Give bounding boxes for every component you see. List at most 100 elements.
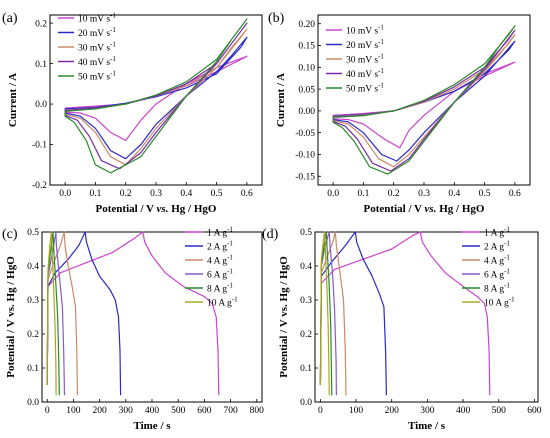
y-tick-label: 0.10 [298, 64, 315, 74]
y-tick-label: 0.0 [27, 398, 39, 408]
y-tick-label: -0.05 [295, 129, 315, 139]
y-tick-label: 0.1 [27, 364, 39, 374]
x-tick-label: 300 [420, 406, 435, 416]
x-tick-label: 200 [92, 406, 107, 416]
series-line [332, 34, 516, 168]
y-axis-label: Potential / V vs. Hg / HgO [278, 256, 290, 378]
panel-label: (a) [2, 11, 18, 26]
y-tick-label: 0.20 [298, 20, 315, 30]
x-tick-label: 0.2 [388, 189, 400, 199]
x-axis-label: Potential / V vs. Hg / HgO [364, 203, 485, 215]
legend-entry: 10 mV s-1 [346, 23, 384, 36]
y-tick-label: 0.2 [300, 330, 312, 340]
series-line [46, 231, 66, 396]
legend-entry: 2 A g-1 [207, 239, 233, 252]
y-tick-label: 0.0 [300, 398, 312, 408]
y-axis-label: Current / A [7, 73, 19, 127]
x-tick-label: 0.4 [180, 189, 192, 199]
legend-entry: 8 A g-1 [207, 281, 233, 294]
series-line [46, 231, 57, 396]
y-tick-label: 0.2 [35, 19, 47, 29]
y-tick-label: 0.4 [27, 262, 39, 272]
x-tick-label: 0.5 [479, 189, 491, 199]
x-tick-label: 100 [66, 406, 81, 416]
x-tick-label: 0 [318, 406, 323, 416]
legend-entry: 30 mV s-1 [78, 40, 116, 53]
x-tick-label: 0.0 [59, 189, 71, 199]
series-line [319, 231, 347, 396]
x-tick-label: 0.5 [211, 189, 223, 199]
y-tick-label: -0.2 [32, 181, 47, 191]
x-tick-label: 700 [223, 406, 238, 416]
panel-a: 0.0 0.1 0.2 0.3 0.4 0.5 0.6 -0.2 -0.1 0.0 0.1 0.2 10… [2, 11, 263, 215]
x-tick-label: 0.0 [327, 189, 339, 199]
x-tick-label: 400 [456, 406, 471, 416]
panel-d: 0 100 200 300 400 500 600 0.0 0.1 0.2 0.3 0.4 0.5 1 A… [262, 225, 542, 432]
y-tick-label: 0.4 [300, 262, 312, 272]
panel-label: (d) [262, 227, 279, 242]
x-tick-label: 0.6 [241, 189, 253, 199]
y-tick-label: 0.1 [300, 364, 312, 374]
x-tick-label: 0.4 [448, 189, 460, 199]
x-tick-label: 0.3 [150, 189, 162, 199]
plot-frame [314, 231, 539, 403]
series-line [46, 231, 220, 396]
legend-entry: 50 mV s-1 [78, 69, 116, 82]
legend-entry: 8 A g-1 [484, 281, 510, 294]
y-tick-label: 0.1 [35, 60, 47, 70]
panel-label: (b) [268, 11, 285, 26]
x-tick-label: 200 [385, 406, 400, 416]
x-tick-label: 800 [250, 406, 265, 416]
series-line [64, 22, 248, 170]
series-line [332, 25, 516, 175]
x-tick-label: 100 [349, 406, 364, 416]
x-tick-label: 0 [45, 406, 50, 416]
x-axis-label: Time / s [408, 420, 446, 432]
x-axis-label: Potential / V vs. Hg / HgO [96, 203, 217, 215]
x-axis-label: Time / s [133, 420, 171, 432]
legend-entry: 2 A g-1 [484, 239, 510, 252]
legend-entry: 10 mV s-1 [78, 11, 116, 24]
x-tick-label: 600 [527, 406, 542, 416]
legend-entry: 10 A g-1 [484, 295, 515, 308]
y-tick-label: -0.1 [32, 141, 47, 151]
series-line [319, 231, 387, 396]
legend-entry: 10 A g-1 [207, 295, 238, 308]
x-tick-label: 0.3 [418, 189, 430, 199]
legend-entry: 20 mV s-1 [78, 26, 116, 39]
series-line [46, 231, 60, 396]
legend-entry: 1 A g-1 [484, 225, 510, 238]
y-tick-label: 0.15 [298, 42, 315, 52]
y-tick-label: 0.05 [298, 85, 315, 95]
series-line [319, 231, 330, 396]
y-tick-label: -0.10 [295, 151, 315, 161]
panel-b: 0.0 0.1 0.2 0.3 0.4 0.5 0.6 -0.15 -0.10 -0.05 0.00… [268, 11, 531, 215]
y-tick-label: 0.5 [27, 228, 39, 238]
series-line [46, 231, 122, 396]
series-line [332, 29, 516, 172]
legend-entry: 6 A g-1 [484, 267, 510, 280]
x-tick-label: 0.1 [357, 189, 369, 199]
x-tick-label: 500 [492, 406, 507, 416]
legend-entry: 4 A g-1 [484, 253, 510, 266]
y-tick-label: 0.3 [300, 296, 312, 306]
y-tick-label: 0.3 [27, 296, 39, 306]
legend-entry: 50 mV s-1 [346, 81, 384, 94]
x-tick-label: 500 [171, 406, 186, 416]
y-tick-label: 0.0 [35, 100, 47, 110]
x-tick-label: 300 [119, 406, 134, 416]
y-tick-label: 0.2 [27, 330, 39, 340]
x-tick-label: 0.2 [120, 189, 132, 199]
x-tick-label: 400 [145, 406, 160, 416]
x-tick-label: 0.1 [89, 189, 101, 199]
legend-entry: 4 A g-1 [207, 253, 233, 266]
series-line [64, 36, 248, 160]
x-tick-label: 600 [197, 406, 212, 416]
y-tick-label: 0.5 [300, 228, 312, 238]
series-line [319, 231, 491, 396]
series-line [46, 231, 78, 396]
legend-entry: 30 mV s-1 [346, 52, 384, 65]
y-axis-label: Potential / V vs. Hg / HgO [5, 256, 17, 378]
x-tick-label: 0.6 [509, 189, 521, 199]
